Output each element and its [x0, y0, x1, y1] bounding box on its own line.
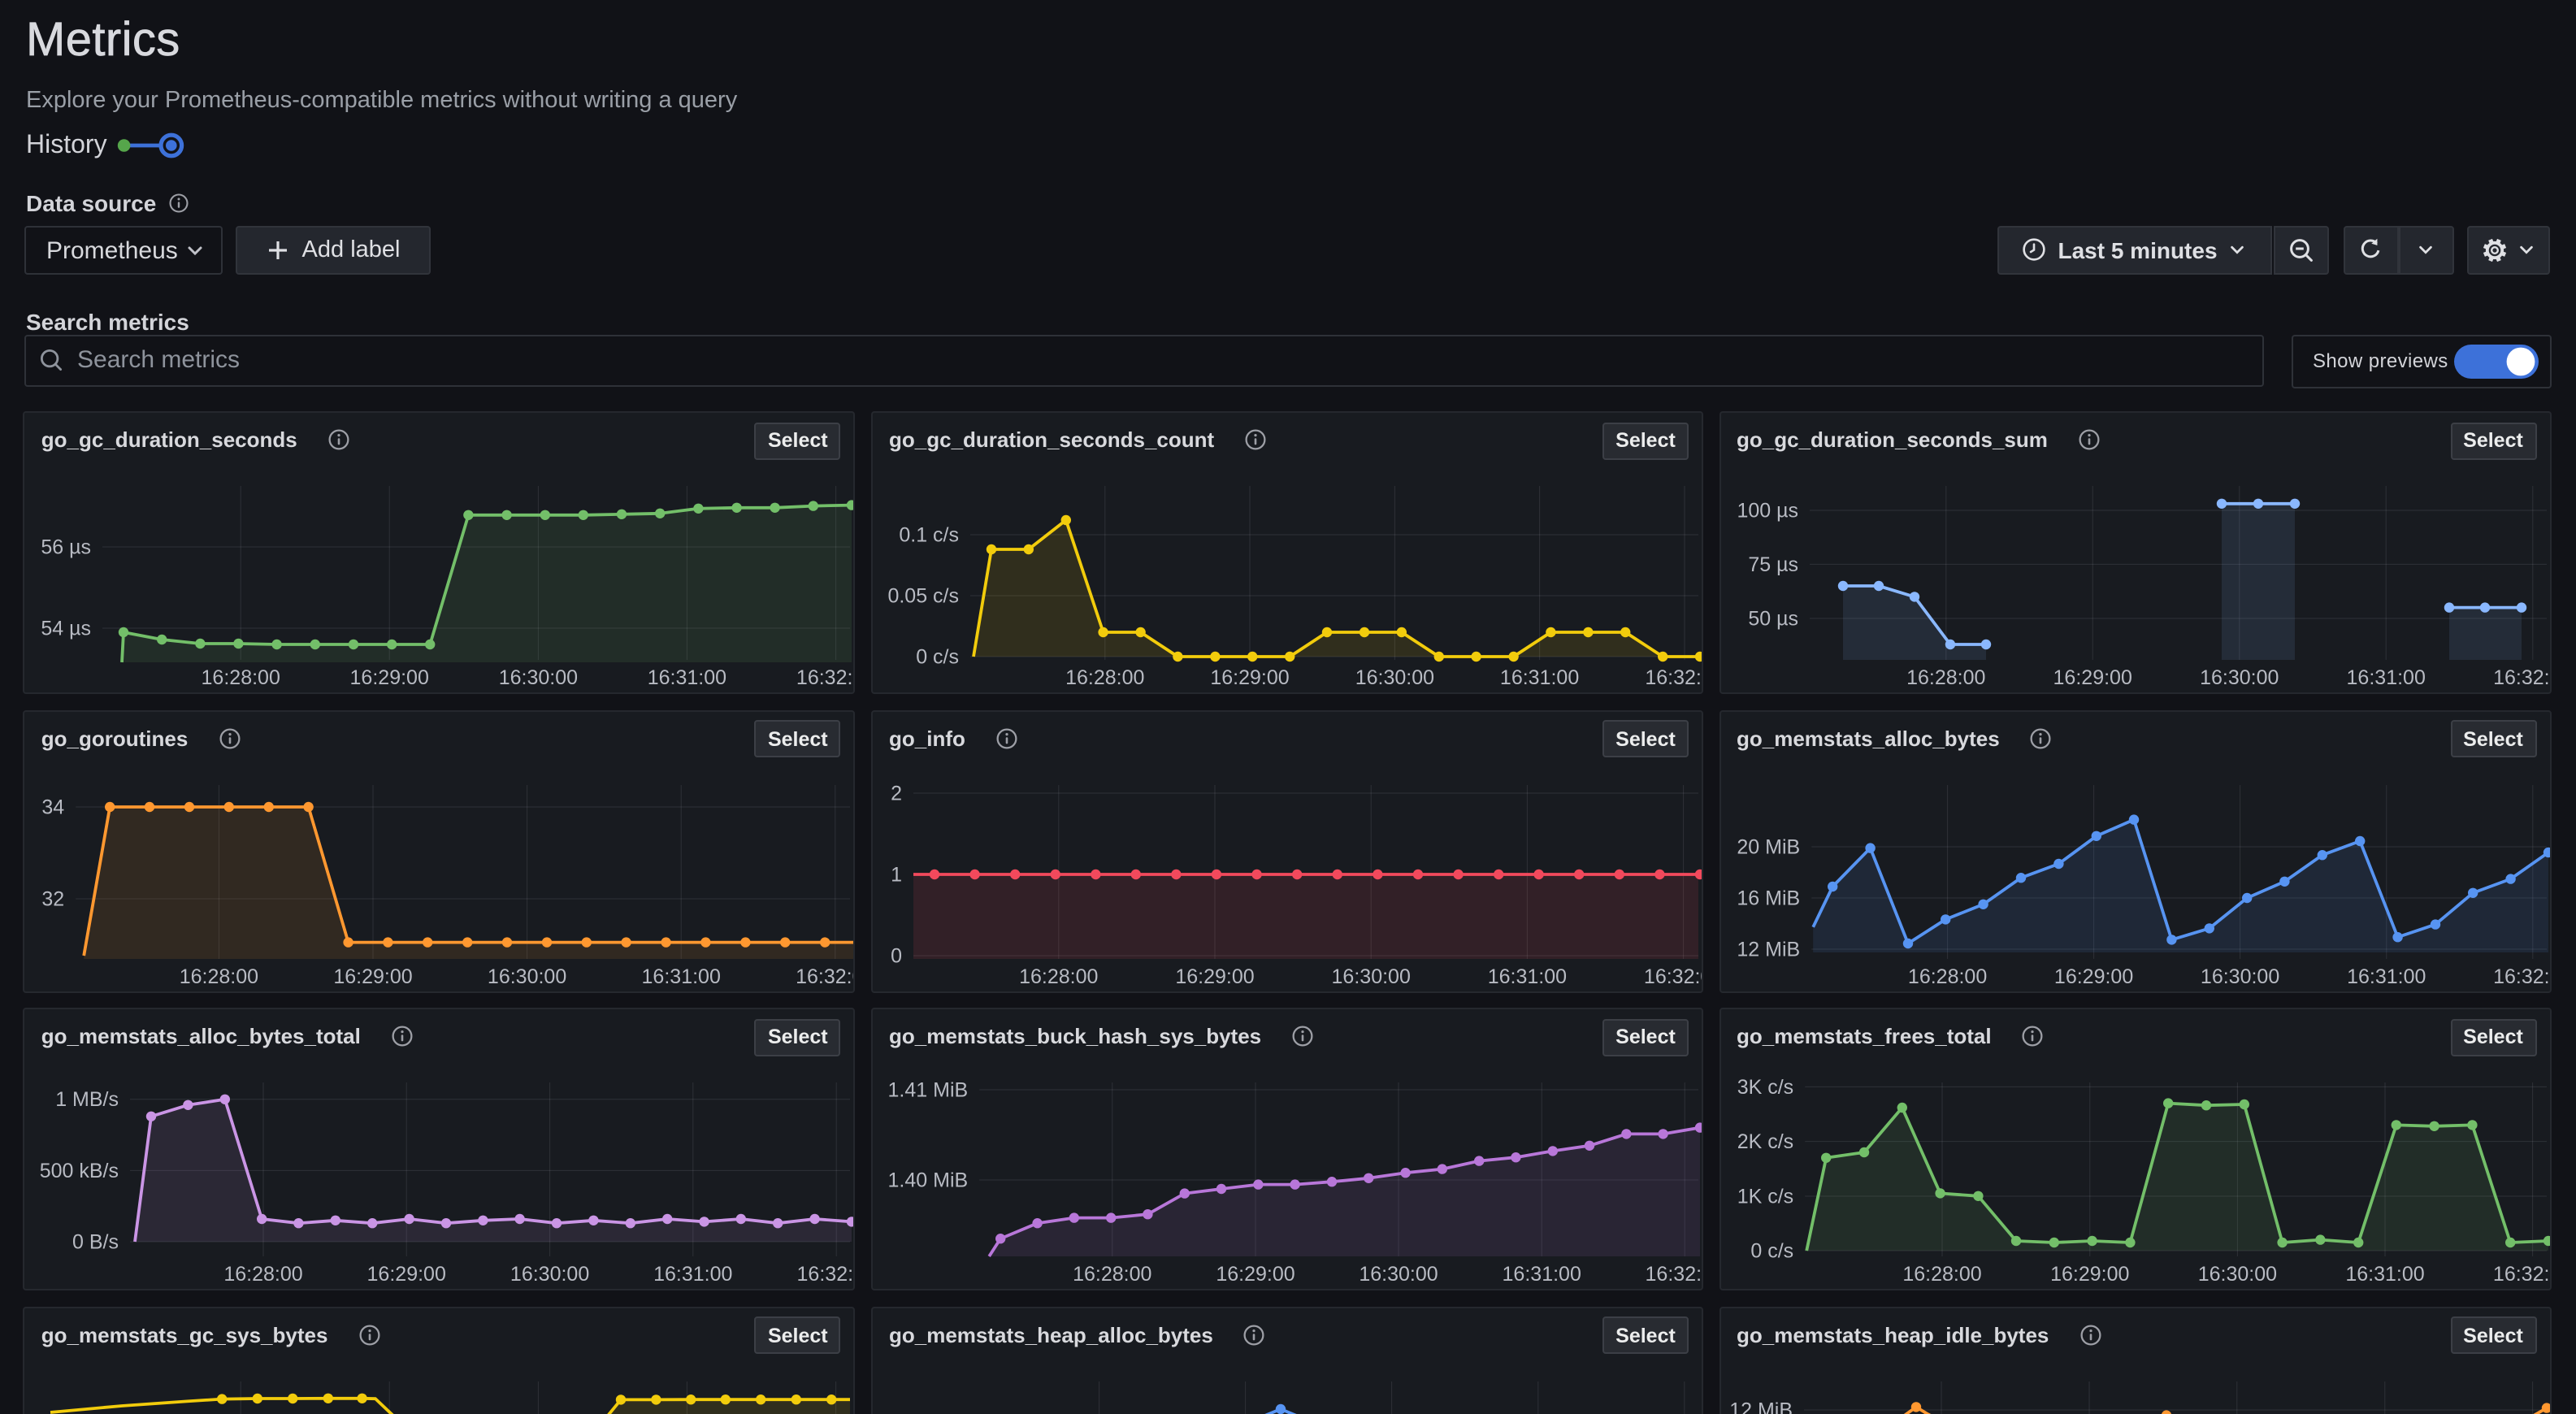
svg-text:1.40 MiB: 1.40 MiB [888, 1169, 969, 1191]
svg-text:16:29:00: 16:29:00 [350, 666, 429, 689]
svg-text:500 kB/s: 500 kB/s [41, 1160, 119, 1182]
svg-text:16:28:00: 16:28:00 [1065, 666, 1144, 689]
svg-text:16:32:00: 16:32:00 [1645, 666, 1703, 689]
svg-text:0: 0 [891, 943, 902, 966]
svg-text:16:32:00: 16:32:00 [1646, 1263, 1703, 1286]
svg-text:16:32:00: 16:32:00 [797, 1263, 855, 1286]
svg-text:16:28:00: 16:28:00 [202, 666, 280, 689]
svg-text:16:29:00: 16:29:00 [1210, 666, 1289, 689]
svg-text:20 MiB: 20 MiB [1736, 835, 1799, 857]
svg-text:16:31:00: 16:31:00 [654, 1263, 733, 1286]
svg-text:16:29:00: 16:29:00 [1175, 965, 1254, 987]
svg-text:16 MiB: 16 MiB [1736, 886, 1799, 909]
svg-text:16:30:00: 16:30:00 [2199, 666, 2278, 689]
svg-text:16:31:00: 16:31:00 [2344, 1263, 2423, 1286]
svg-text:16:32:00: 16:32:00 [797, 666, 856, 689]
svg-text:16:28:00: 16:28:00 [1902, 1263, 1980, 1286]
svg-text:1: 1 [891, 862, 902, 885]
svg-text:16:32:00: 16:32:00 [2492, 965, 2551, 987]
svg-text:32: 32 [42, 887, 65, 909]
svg-text:0 c/s: 0 c/s [1750, 1239, 1793, 1262]
svg-text:75 µs: 75 µs [1747, 553, 1798, 576]
svg-text:16:29:00: 16:29:00 [2049, 1263, 2128, 1286]
svg-text:16:31:00: 16:31:00 [1500, 666, 1579, 689]
svg-text:0 c/s: 0 c/s [916, 645, 959, 668]
svg-text:2: 2 [891, 781, 902, 804]
svg-text:16:28:00: 16:28:00 [224, 1263, 303, 1286]
svg-text:1 MB/s: 1 MB/s [56, 1088, 119, 1111]
svg-text:16:30:00: 16:30:00 [1359, 1263, 1438, 1286]
svg-text:34: 34 [42, 795, 65, 818]
svg-text:16:30:00: 16:30:00 [500, 666, 579, 689]
svg-text:100 µs: 100 µs [1736, 499, 1798, 522]
svg-text:16:31:00: 16:31:00 [1488, 965, 1567, 987]
svg-text:16:31:00: 16:31:00 [642, 965, 721, 987]
svg-text:16:30:00: 16:30:00 [2197, 1263, 2276, 1286]
svg-text:3K c/s: 3K c/s [1737, 1076, 1793, 1099]
svg-text:16:31:00: 16:31:00 [2346, 666, 2425, 689]
svg-text:16:28:00: 16:28:00 [1906, 666, 1984, 689]
svg-text:16:30:00: 16:30:00 [1332, 965, 1411, 987]
svg-text:16:32:00: 16:32:00 [2492, 1263, 2551, 1286]
svg-text:16:30:00: 16:30:00 [511, 1263, 590, 1286]
svg-text:16:28:00: 16:28:00 [1907, 965, 1986, 987]
svg-text:16:29:00: 16:29:00 [334, 965, 413, 987]
svg-text:1.41 MiB: 1.41 MiB [888, 1078, 969, 1101]
svg-text:16:29:00: 16:29:00 [1216, 1263, 1295, 1286]
svg-text:2K c/s: 2K c/s [1737, 1130, 1793, 1153]
svg-text:16:28:00: 16:28:00 [1019, 965, 1098, 987]
svg-text:16:30:00: 16:30:00 [488, 965, 567, 987]
svg-text:0.1 c/s: 0.1 c/s [899, 523, 959, 546]
svg-text:0.05 c/s: 0.05 c/s [887, 584, 959, 607]
svg-text:16:30:00: 16:30:00 [2200, 965, 2279, 987]
svg-text:56 µs: 56 µs [41, 536, 92, 558]
svg-text:12 MiB: 12 MiB [1736, 937, 1799, 960]
svg-text:54 µs: 54 µs [41, 617, 92, 640]
svg-text:16:32:00: 16:32:00 [2492, 666, 2551, 689]
svg-text:16:31:00: 16:31:00 [2346, 965, 2425, 987]
svg-text:12 MiB: 12 MiB [1728, 1398, 1792, 1414]
svg-text:16:31:00: 16:31:00 [648, 666, 727, 689]
svg-text:50 µs: 50 µs [1747, 607, 1798, 630]
svg-text:16:28:00: 16:28:00 [1073, 1263, 1151, 1286]
svg-text:16:31:00: 16:31:00 [1503, 1263, 1581, 1286]
svg-text:0 B/s: 0 B/s [73, 1230, 119, 1253]
svg-text:16:29:00: 16:29:00 [2053, 965, 2132, 987]
svg-text:1K c/s: 1K c/s [1737, 1185, 1793, 1208]
svg-text:16:32:00: 16:32:00 [1644, 965, 1703, 987]
svg-text:16:29:00: 16:29:00 [367, 1263, 446, 1286]
svg-text:16:28:00: 16:28:00 [180, 965, 259, 987]
svg-text:16:29:00: 16:29:00 [2053, 666, 2131, 689]
svg-text:16:30:00: 16:30:00 [1355, 666, 1434, 689]
svg-text:16:32:00: 16:32:00 [796, 965, 856, 987]
